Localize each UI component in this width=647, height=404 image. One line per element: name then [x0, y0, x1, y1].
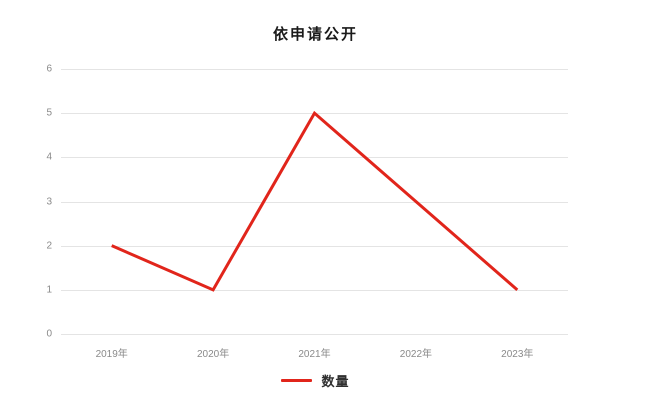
chart-title: 依申请公开 — [272, 25, 358, 43]
gridline — [61, 289, 568, 291]
series-lines-group — [111, 110, 519, 292]
gridline — [61, 201, 568, 203]
x-axis-tick-label: 2021年 — [298, 349, 331, 360]
y-axis-tick-label: 4 — [46, 151, 52, 163]
plot-area: 0 1 2 3 4 5 6 2019年 2020年 2021年 2022年 2023年 — [46, 64, 568, 360]
x-axis-tick-label: 2019年 — [95, 349, 128, 360]
chart-legend: 数量 — [0, 371, 631, 390]
gridline — [61, 69, 568, 70]
x-axis-tick-label: 2020年 — [196, 349, 230, 360]
y-axis-tick-label: 0 — [46, 328, 52, 340]
y-axis-tick-label: 6 — [46, 63, 52, 75]
gridline — [61, 245, 568, 247]
series-line — [111, 110, 519, 292]
gridline — [61, 157, 568, 159]
legend-line-icon — [281, 379, 313, 382]
y-axis-tick-label: 5 — [46, 107, 52, 119]
legend-label: 数量 — [321, 375, 350, 390]
legend-item[interactable]: 数量 — [281, 371, 349, 390]
y-axis-tick-label: 1 — [46, 284, 52, 296]
gridline — [61, 334, 568, 335]
x-axis-tick-label: 2023年 — [501, 349, 534, 360]
x-axis-tick-label: 2022年 — [399, 349, 433, 360]
y-axis-tick-label: 3 — [46, 196, 52, 207]
y-axis-tick-label: 2 — [46, 240, 52, 252]
